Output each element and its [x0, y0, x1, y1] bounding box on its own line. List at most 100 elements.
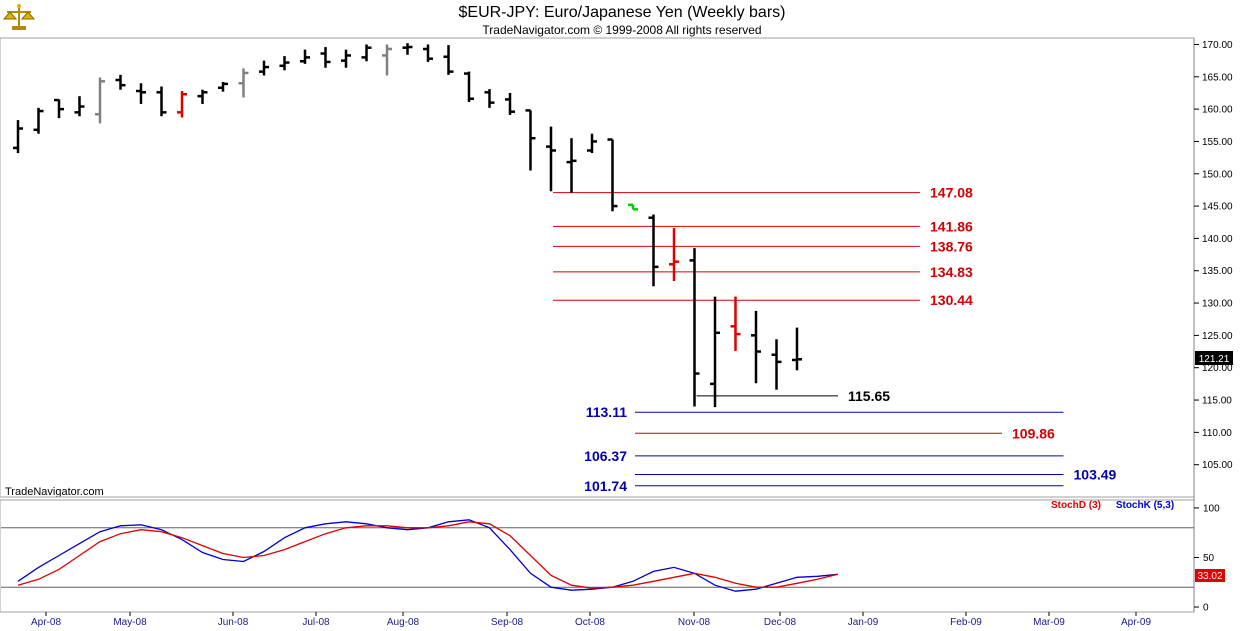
- level-label: 130.44: [930, 292, 973, 308]
- ohlc-bar: [464, 71, 474, 103]
- ohlc-bar: [546, 126, 556, 192]
- price-tick-label: 110.00: [1202, 428, 1232, 439]
- level-label: 115.65: [848, 388, 890, 404]
- price-tick-label: 150.00: [1202, 169, 1233, 180]
- x-tick-label: May-08: [113, 617, 147, 628]
- stochk-line: [17, 519, 839, 592]
- stoch-tick-label: 50: [1203, 553, 1215, 564]
- ohlc-bar: [115, 74, 126, 90]
- stoch-panel-frame: [0, 499, 1195, 613]
- price-tick-label: 105.00: [1202, 460, 1233, 471]
- ohlc-bar: [238, 68, 249, 98]
- ohlc-bar: [423, 44, 433, 62]
- chart-subtitle: TradeNavigator.com © 1999-2008 All right…: [482, 23, 761, 37]
- ohlc-bar: [648, 214, 659, 287]
- x-tick-label: Jun-08: [218, 617, 249, 628]
- stoch-tick-label: 0: [1203, 603, 1209, 614]
- stochd-line: [17, 521, 839, 589]
- ohlc-bar: [484, 89, 495, 108]
- level-label: 141.86: [930, 218, 973, 234]
- price-tick-label: 165.00: [1202, 72, 1233, 83]
- ohlc-bar: [669, 228, 679, 282]
- ohlc-bar: [279, 56, 290, 71]
- level-label: 147.08: [930, 185, 973, 201]
- legend-stochd: StochD (3): [1051, 500, 1101, 511]
- x-tick-label: Dec-08: [764, 617, 797, 628]
- price-tick-label: 140.00: [1202, 234, 1233, 245]
- ohlc-bar: [136, 83, 146, 104]
- price-tick-label: 145.00: [1202, 202, 1233, 213]
- level-label: 103.49: [1074, 466, 1117, 482]
- ohlc-bar: [751, 310, 761, 384]
- ohlc-bar: [792, 327, 802, 371]
- stoch-value-tag-box: [1195, 569, 1225, 582]
- price-tick-label: 125.00: [1202, 331, 1233, 342]
- level-label: 101.74: [584, 478, 627, 494]
- levels-layer: 147.08 141.86 138.76 134.83 130.44 115.65 113.…: [553, 185, 1117, 494]
- ohlc-bar: [74, 96, 85, 117]
- ohlc-bar: [156, 86, 167, 117]
- stoch-tick-label: 100: [1203, 503, 1220, 514]
- x-tick-label: Jan-09: [848, 617, 879, 628]
- scales-logo-icon: [2, 2, 36, 32]
- ohlc-bar: [402, 43, 413, 55]
- ohlc-bar: [320, 47, 331, 68]
- ohlc-bar: [218, 81, 228, 92]
- price-tick-label: 155.00: [1202, 137, 1233, 148]
- ohlc-bar: [259, 60, 269, 76]
- level-label: 113.11: [586, 404, 627, 420]
- x-tick-label: Sep-08: [491, 617, 524, 628]
- price-tick-label: 130.00: [1202, 299, 1233, 310]
- last-price-tag: 121.21: [1199, 354, 1230, 365]
- x-tick-label: Oct-08: [575, 617, 605, 628]
- ohlc-bar: [730, 296, 741, 351]
- stoch-layer: [17, 519, 839, 592]
- ohlc-bar: [13, 120, 23, 154]
- x-axis: Apr-08 May-08 Jun-08 Jul-08 Aug-08 Sep-08 Oct-…: [31, 612, 1151, 628]
- ohlc-bar: [505, 92, 515, 115]
- price-axis: 105.00 110.00 115.00 120.00 125.00 130.00 135.…: [1194, 40, 1233, 471]
- ohlc-bar: [443, 45, 454, 75]
- level-label: 138.76: [930, 238, 973, 254]
- price-tick-label: 120.00: [1202, 363, 1233, 374]
- ohlc-bar: [382, 44, 392, 76]
- level-label: 109.86: [1012, 425, 1055, 441]
- level-label: 106.37: [584, 448, 627, 464]
- ohlc-bar: [300, 49, 310, 64]
- ohlc-bar: [525, 109, 536, 171]
- price-tick-label: 135.00: [1202, 266, 1233, 277]
- ohlc-bar: [607, 138, 618, 212]
- price-tick-label: 170.00: [1202, 40, 1233, 51]
- ohlc-bar: [177, 91, 187, 118]
- stoch-value-tag: 33.02: [1197, 571, 1222, 582]
- x-tick-label: Apr-09: [1121, 617, 1151, 628]
- stoch-axis: 0 50 100: [1, 503, 1220, 614]
- x-tick-label: Jul-08: [302, 617, 330, 628]
- x-tick-label: Nov-08: [678, 617, 711, 628]
- watermark: TradeNavigator.com: [5, 486, 104, 498]
- legend-stochk: StochK (5,3): [1116, 500, 1174, 511]
- ohlc-bar: [689, 248, 700, 407]
- last-price-tag-box: [1195, 351, 1233, 365]
- ohlc-bar: [771, 339, 782, 390]
- bars-layer: [13, 43, 802, 408]
- ohlc-bar: [628, 203, 638, 211]
- price-tick-label: 115.00: [1202, 396, 1232, 407]
- ohlc-bar: [197, 89, 208, 104]
- ohlc-bar: [566, 138, 577, 193]
- ohlc-bar: [361, 44, 372, 62]
- ohlc-bar: [95, 77, 105, 124]
- ohlc-bar: [710, 296, 720, 408]
- ohlc-bar: [54, 98, 64, 119]
- ohlc-bar: [341, 49, 351, 68]
- price-tick-label: 160.00: [1202, 105, 1233, 116]
- x-tick-label: Mar-09: [1033, 617, 1065, 628]
- chart-title: $EUR-JPY: Euro/Japanese Yen (Weekly bars…: [459, 4, 786, 21]
- x-tick-label: Apr-08: [31, 617, 61, 628]
- x-tick-label: Feb-09: [950, 617, 982, 628]
- ohlc-bar: [33, 107, 44, 134]
- ohlc-bar: [587, 133, 597, 154]
- x-tick-label: Aug-08: [387, 617, 420, 628]
- level-label: 134.83: [930, 264, 973, 280]
